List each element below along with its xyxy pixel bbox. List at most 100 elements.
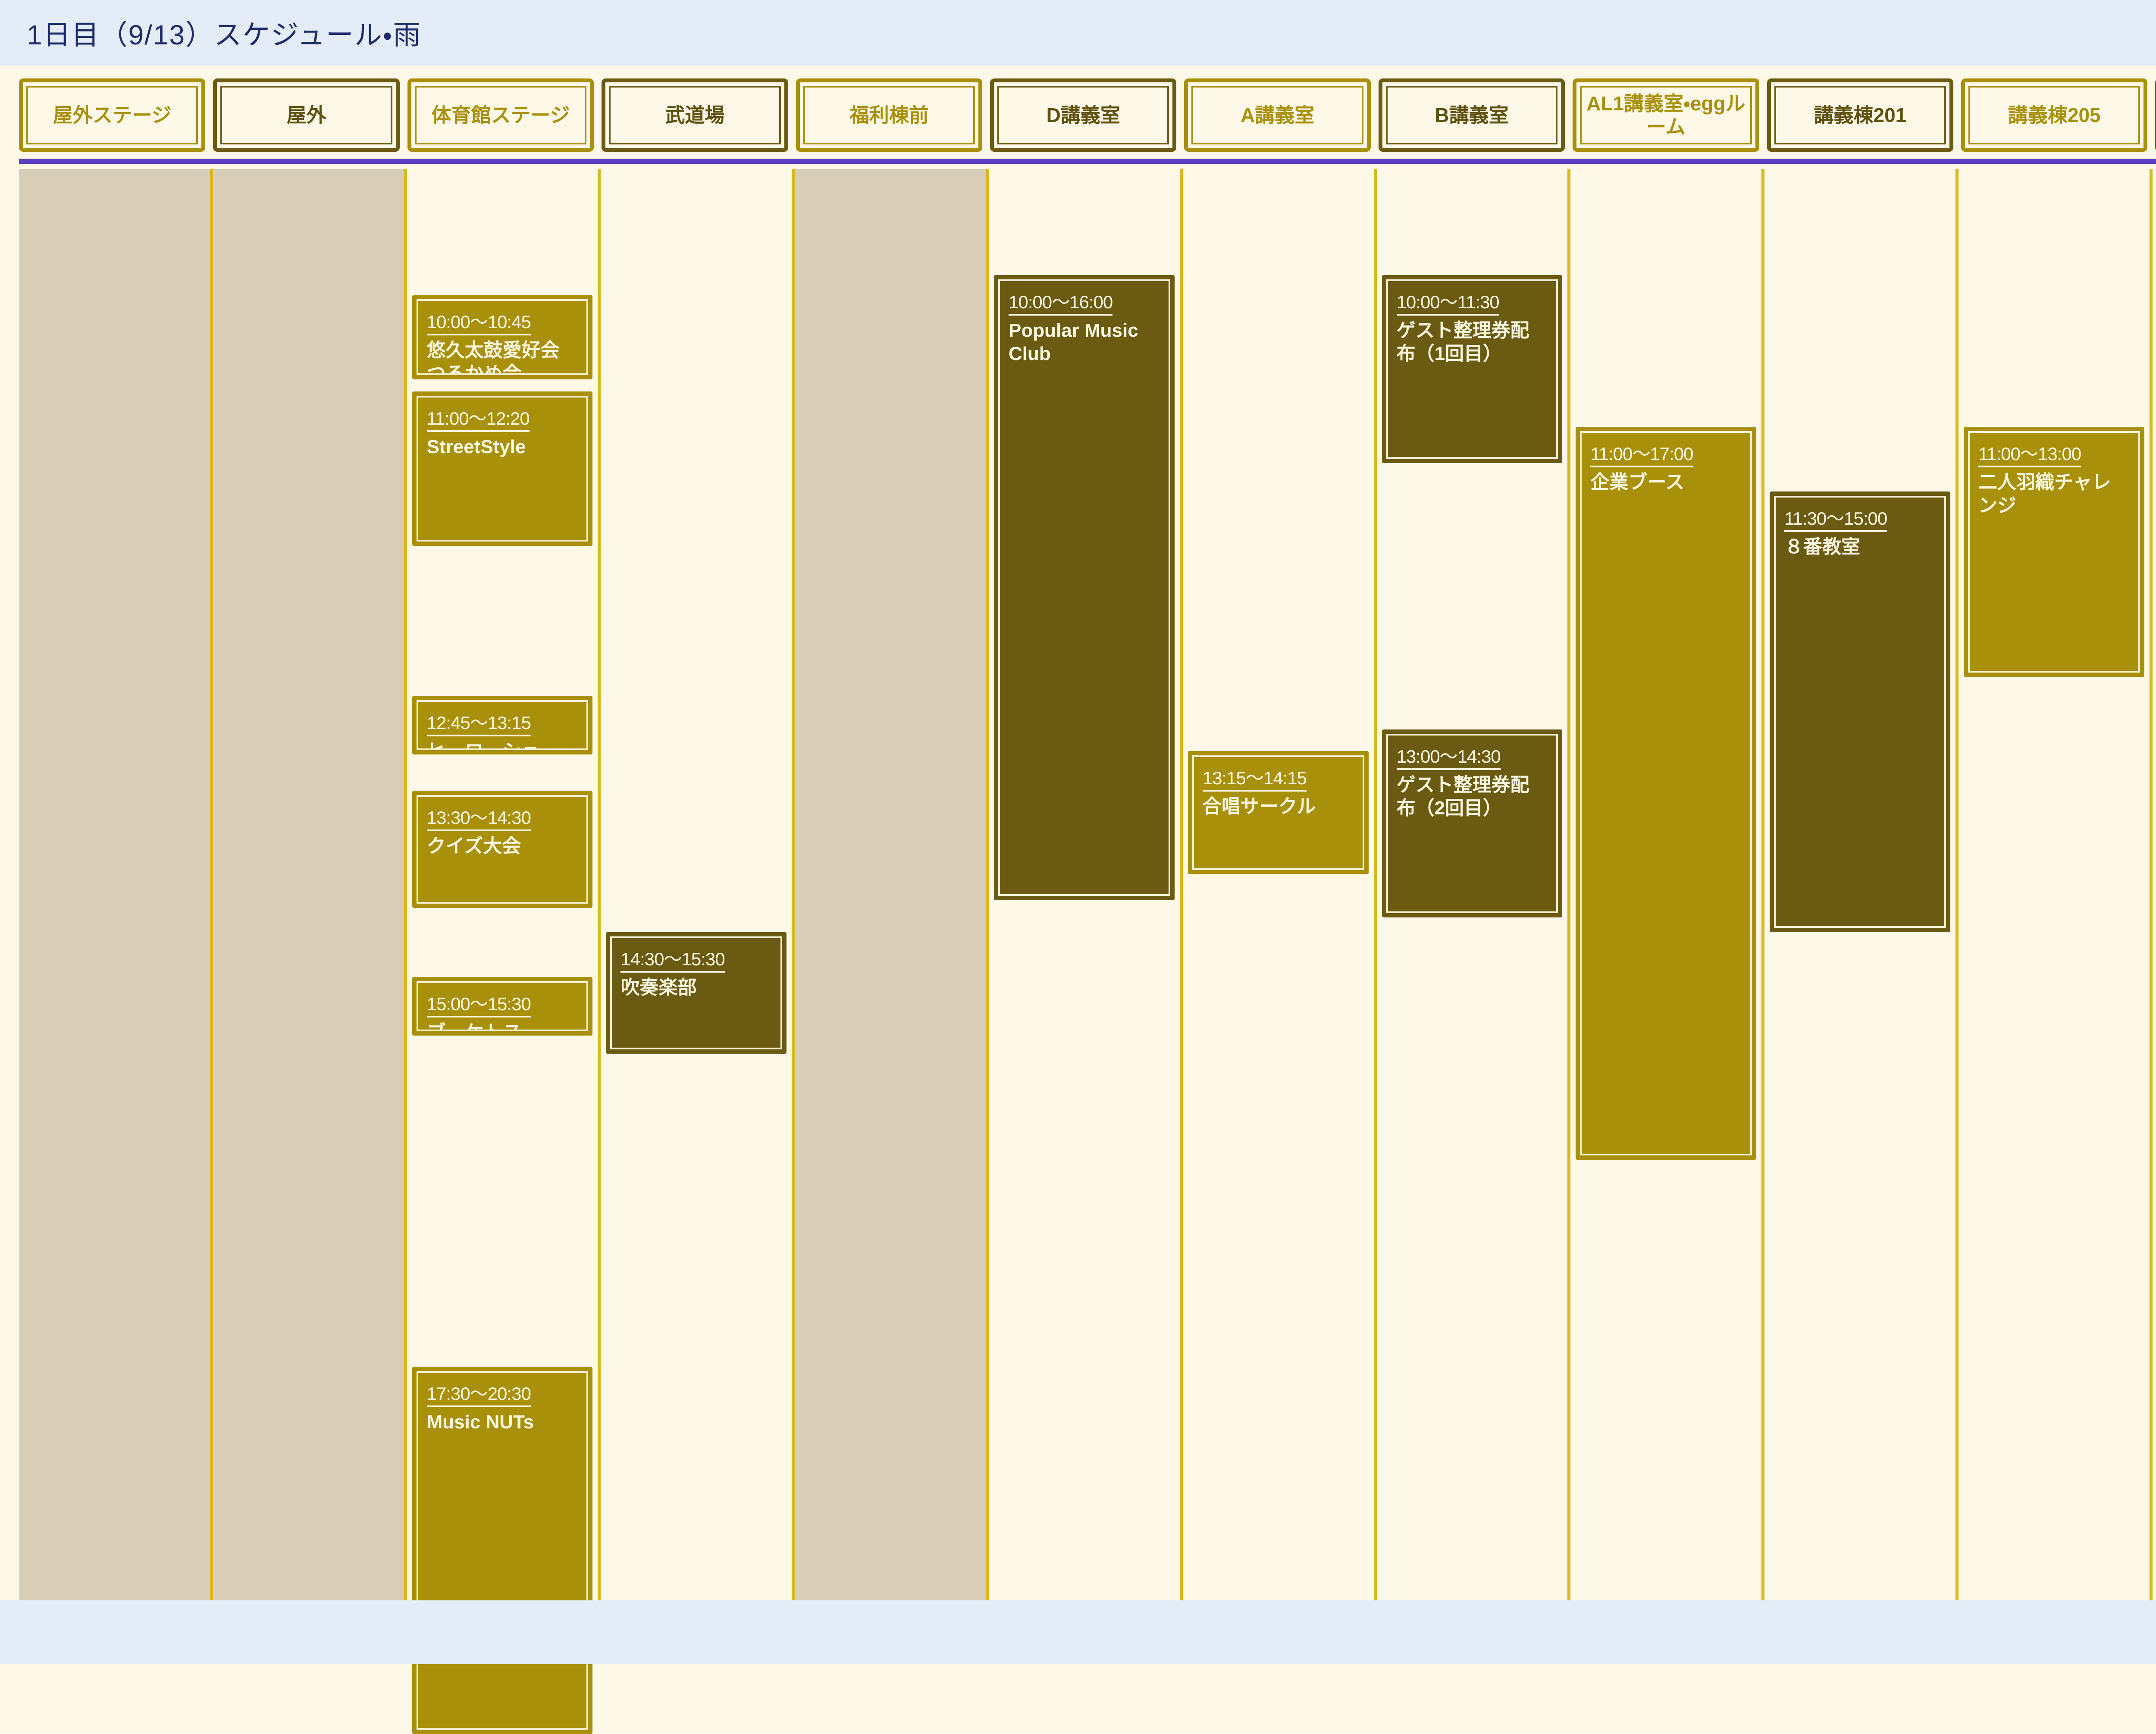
- event-block[interactable]: 11:00〜13:00 二人羽織チャレンジ: [1963, 427, 2144, 677]
- venue-header-inner: B講義室: [1385, 86, 1558, 144]
- event-time: 13:30〜14:30: [426, 808, 531, 832]
- event-name: Popular Music Club: [1008, 320, 1138, 364]
- schedule-grid: 10:00〜10:45 悠久太鼓愛好会つるかめ会 11:00〜12:20 Street…: [19, 169, 2156, 1734]
- venue-column-6: 13:15〜14:15 合唱サークル: [1182, 169, 1377, 1600]
- event-inner: 11:00〜12:20 StreetStyle: [416, 396, 589, 541]
- venue-header-label: 体育館ステージ: [431, 103, 570, 126]
- event-time: 17:30〜20:30: [426, 1383, 531, 1408]
- event-inner: 11:30〜15:00 ８番教室: [1774, 496, 1946, 928]
- event-inner: 13:15〜14:15 合唱サークル: [1192, 755, 1364, 870]
- event-time: 11:30〜15:00: [1784, 508, 1887, 532]
- event-block[interactable]: 11:30〜15:00 ８番教室: [1770, 491, 1950, 932]
- event-name: 悠久太鼓愛好会つるかめ会: [426, 340, 560, 375]
- venue-header-row: 屋外ステージ 屋外 体育館ステージ 武道場 福利棟前 D講義室 A講義室 B講義室 AL1講義室…: [19, 78, 2156, 152]
- event-name: 二人羽織チャレンジ: [1978, 472, 2111, 516]
- venue-header-label: 福利棟前: [849, 103, 929, 126]
- event-block[interactable]: 10:00〜11:30 ゲスト整理券配布（1回目）: [1382, 275, 1563, 463]
- event-time: 11:00〜13:00: [1978, 444, 2081, 468]
- venue-header-inner: A講義室: [1191, 86, 1363, 144]
- header-divider: [19, 159, 2156, 164]
- event-block[interactable]: 14:30〜15:30 吹奏楽部: [606, 932, 787, 1054]
- venue-header-9[interactable]: 講義棟201: [1767, 78, 1954, 152]
- event-inner: 17:30〜20:30 Music NUTs: [416, 1371, 589, 1730]
- venue-header-inner: 屋外ステージ: [26, 86, 198, 144]
- event-block[interactable]: 17:30〜20:30 Music NUTs: [412, 1367, 593, 1734]
- venue-header-label: 屋外: [286, 103, 326, 126]
- event-name: クイズ大会: [426, 836, 521, 857]
- venue-header-7[interactable]: B講義室: [1378, 78, 1565, 152]
- venue-header-10[interactable]: 講義棟205: [1961, 78, 2148, 152]
- venue-column-9: 11:30〜15:00 ８番教室: [1764, 169, 1959, 1600]
- event-inner: 11:00〜17:00 企業ブース: [1580, 431, 1752, 1155]
- venue-column-11: 10:00〜16:00ワークショップ: [2152, 169, 2156, 1600]
- page-title: 1日目（9/13）スケジュール・雨: [27, 19, 422, 50]
- event-block[interactable]: 15:00〜15:30 ブーケトス: [412, 977, 593, 1036]
- venue-column-8: 11:00〜17:00 企業ブース: [1570, 169, 1765, 1600]
- event-name: ８番教室: [1784, 536, 1861, 558]
- venue-header-label: A講義室: [1241, 103, 1315, 126]
- event-name: ゲスト整理券配布（1回目）: [1396, 320, 1529, 364]
- venue-header-inner: 福利棟前: [803, 86, 975, 144]
- event-block[interactable]: 10:00〜10:45 悠久太鼓愛好会つるかめ会: [412, 295, 593, 379]
- event-block[interactable]: 12:45〜13:15 ヒーローショー: [412, 696, 593, 754]
- venue-column-10: 11:00〜13:00 二人羽織チャレンジ: [1958, 169, 2153, 1600]
- venue-header-inner: 屋外: [220, 86, 392, 144]
- venue-column-4: [795, 169, 989, 1600]
- venue-header-label: 講義棟205: [2008, 103, 2101, 126]
- event-inner: 13:30〜14:30 クイズ大会: [416, 795, 589, 904]
- venue-header-label: AL1講義室・eggルーム: [1586, 92, 1745, 138]
- venue-header-0[interactable]: 屋外ステージ: [19, 78, 206, 152]
- event-name: 吹奏楽部: [620, 977, 697, 998]
- footer-bar: [0, 1600, 2156, 1664]
- event-inner: 10:00〜16:00 Popular Music Club: [998, 279, 1170, 896]
- event-time: 11:00〜12:20: [426, 408, 530, 432]
- event-inner: 14:30〜15:30 吹奏楽部: [610, 936, 783, 1049]
- event-inner: 11:00〜13:00 二人羽織チャレンジ: [1968, 431, 2140, 673]
- event-inner: 12:45〜13:15 ヒーローショー: [416, 700, 589, 750]
- venue-header-inner: 講義棟201: [1774, 86, 1946, 144]
- event-name: 企業ブース: [1590, 472, 1685, 493]
- event-inner: 15:00〜15:30 ブーケトス: [416, 981, 589, 1031]
- event-time: 11:00〜17:00: [1590, 444, 1693, 468]
- event-name: ゲスト整理券配布（2回目）: [1396, 774, 1529, 819]
- venue-header-label: 講義棟201: [1814, 103, 1907, 126]
- event-name: 合唱サークル: [1202, 796, 1316, 817]
- event-name: ブーケトス: [427, 1021, 578, 1030]
- venue-header-2[interactable]: 体育館ステージ: [407, 78, 594, 152]
- event-block[interactable]: 10:00〜16:00 Popular Music Club: [993, 275, 1175, 900]
- venue-header-6[interactable]: A講義室: [1184, 78, 1371, 152]
- event-name: Music NUTs: [426, 1412, 534, 1433]
- event-name: ヒーローショー: [427, 740, 578, 748]
- venue-column-5: 10:00〜16:00 Popular Music Club: [988, 169, 1183, 1600]
- event-inner: 13:00〜14:30 ゲスト整理券配布（2回目）: [1386, 734, 1558, 913]
- event-block[interactable]: 13:00〜14:30 ゲスト整理券配布（2回目）: [1382, 729, 1563, 917]
- venue-header-3[interactable]: 武道場: [602, 78, 788, 152]
- event-time: 15:00〜15:30: [426, 994, 531, 1018]
- event-block[interactable]: 11:00〜17:00 企業ブース: [1576, 427, 1757, 1160]
- venue-header-1[interactable]: 屋外: [213, 78, 400, 152]
- venue-column-2: 10:00〜10:45 悠久太鼓愛好会つるかめ会 11:00〜12:20 Street…: [407, 169, 601, 1734]
- event-time: 13:00〜14:30: [1396, 746, 1501, 770]
- venue-column-7: 10:00〜11:30 ゲスト整理券配布（1回目） 13:00〜14:30 ゲスト整理…: [1376, 169, 1571, 1600]
- event-time: 10:00〜16:00: [1008, 292, 1113, 316]
- event-inner: 10:00〜10:45 悠久太鼓愛好会つるかめ会: [416, 299, 589, 375]
- venue-header-5[interactable]: D講義室: [990, 78, 1177, 152]
- event-time: 10:00〜10:45: [426, 312, 531, 336]
- venue-header-11[interactable]: 講義棟206: [2155, 78, 2156, 152]
- event-block[interactable]: 13:15〜14:15 合唱サークル: [1188, 751, 1369, 874]
- venue-header-inner: D講義室: [997, 86, 1169, 144]
- event-time: 10:00〜11:30: [1396, 292, 1500, 316]
- venue-header-inner: 武道場: [609, 86, 781, 144]
- event-name: StreetStyle: [426, 436, 526, 458]
- event-time: 13:15〜14:15: [1202, 768, 1307, 792]
- venue-header-label: 屋外ステージ: [53, 103, 172, 126]
- event-block[interactable]: 13:30〜14:30 クイズ大会: [412, 791, 593, 908]
- event-block[interactable]: 11:00〜12:20 StreetStyle: [412, 391, 593, 546]
- venue-column-0: [19, 169, 213, 1600]
- venue-header-label: B講義室: [1435, 103, 1509, 126]
- venue-header-8[interactable]: AL1講義室・eggルーム: [1573, 78, 1759, 152]
- venue-column-3: 14:30〜15:30 吹奏楽部: [601, 169, 795, 1600]
- event-time: 14:30〜15:30: [620, 949, 725, 973]
- venue-header-label: 武道場: [665, 103, 725, 126]
- venue-header-4[interactable]: 福利棟前: [796, 78, 983, 152]
